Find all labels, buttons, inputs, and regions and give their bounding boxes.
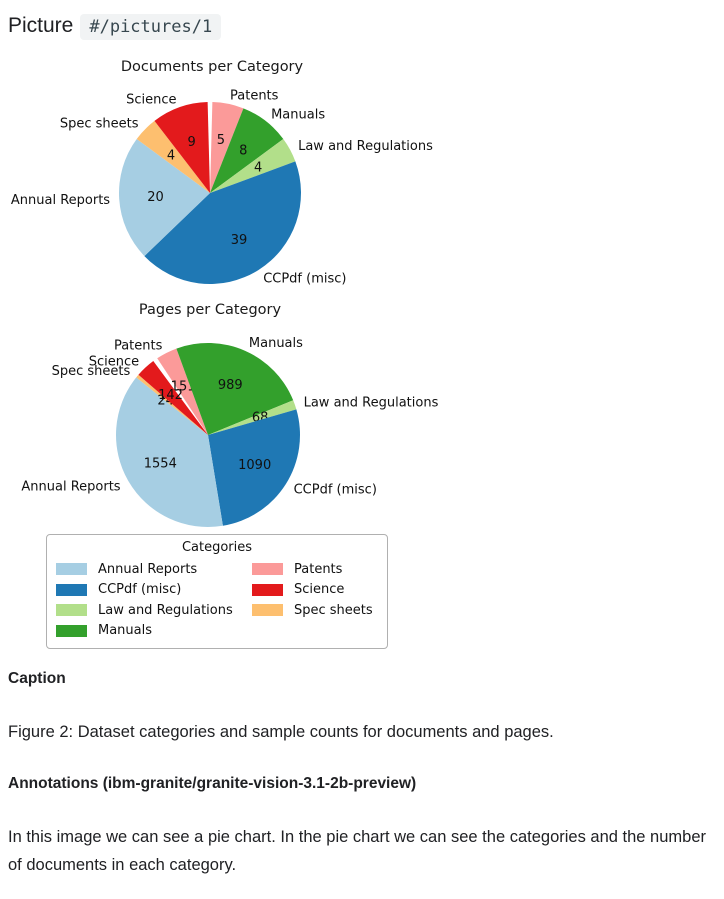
pages-per-category-pie-chart: Pages per Category 151Patents989Manuals6… xyxy=(21,302,439,527)
pie-slice-ccpdf-misc xyxy=(144,161,301,284)
pie-slice-spec-sheets xyxy=(136,120,210,193)
pie-value-annual-reports: 1554 xyxy=(144,456,177,471)
legend-swatch-spec-sheets xyxy=(252,604,283,617)
pie-slice-manuals xyxy=(210,108,284,193)
documents-per-category-pie-chart: Documents per Category 5 Patents 8 Manuals 4… xyxy=(11,59,433,286)
pie-value-manuals: 989 xyxy=(218,378,243,393)
pie-label-ccpdf-misc: CCPdf (misc) xyxy=(294,483,377,498)
pie-value-law-and-regulations: 4 xyxy=(254,161,262,176)
pie-slice-ccpdf-misc xyxy=(208,409,300,526)
pie-slice-science xyxy=(138,361,208,435)
pie-value-science: 9 xyxy=(188,135,196,150)
pie-label-law-and-regulations: Law and Regulations xyxy=(304,395,439,410)
legend-label: Spec sheets xyxy=(294,602,373,618)
pie-value-science: 142 xyxy=(158,388,183,403)
caption-text: Figure 2: Dataset categories and sample … xyxy=(8,723,554,741)
picture-path-chip: #/pictures/1 xyxy=(80,14,222,40)
pie-slice-annual-reports xyxy=(118,139,210,257)
caption-heading: Caption xyxy=(8,670,66,687)
legend-swatch-manuals xyxy=(56,624,87,637)
legend-item-law-and-regulations: Law and Regulations xyxy=(56,600,252,621)
legend-item-spec-sheets: Spec sheets xyxy=(252,600,378,621)
pie-label-spec-sheets: Spec sheets xyxy=(60,117,139,132)
legend-label: Annual Reports xyxy=(98,561,198,577)
pie-value-ccpdf-misc: 1090 xyxy=(238,458,271,473)
legend-item-annual-reports: Annual Reports xyxy=(56,559,252,580)
annotations-text: In this image we can see a pie chart. In… xyxy=(8,828,706,874)
legend-items: Annual Reports CCPdf (misc) Law and Regula… xyxy=(56,559,378,641)
pie-slice-law-and-regulations xyxy=(210,139,296,193)
pie-value-ccpdf-misc: 39 xyxy=(231,233,248,248)
pie-label-science: Science xyxy=(89,354,139,369)
pie-slice-patents xyxy=(157,348,208,435)
pie-label-annual-reports: Annual Reports xyxy=(11,193,110,208)
annotations-heading: Annotations (ibm-granite/granite-vision-… xyxy=(8,775,417,792)
pie-label-ccpdf-misc: CCPdf (misc) xyxy=(263,271,346,286)
legend-swatch-patents xyxy=(252,563,283,576)
pie-label-law-and-regulations: Law and Regulations xyxy=(298,139,433,154)
legend-item-ccpdf-misc: CCPdf (misc) xyxy=(56,580,252,601)
legend-item-manuals: Manuals xyxy=(56,621,252,642)
legend-label: Manuals xyxy=(98,623,153,639)
pie-slice-spec-sheets xyxy=(136,374,208,435)
pie-label-patents: Patents xyxy=(230,88,279,103)
chart-legend: Categories Annual Reports CCPdf (misc) Law… xyxy=(46,534,388,649)
legend-label: CCPdf (misc) xyxy=(98,582,182,598)
pie-label-annual-reports: Annual Reports xyxy=(21,480,120,495)
legend-item-science: Science xyxy=(252,580,378,601)
pie-slice-manuals xyxy=(176,342,294,435)
pie-label-manuals: Manuals xyxy=(249,336,303,351)
pie-label-spec-sheets: Spec sheets xyxy=(52,364,131,379)
pie-value-spec-sheets: 4 xyxy=(167,148,175,163)
pie-slice-patents xyxy=(210,102,244,193)
legend-swatch-ccpdf-misc xyxy=(56,583,87,596)
pie-slice-science xyxy=(154,102,210,193)
chart-title-documents: Documents per Category xyxy=(121,59,304,75)
pie-slice-annual-reports xyxy=(115,377,223,527)
legend-title: Categories xyxy=(181,540,253,555)
legend-label: Science xyxy=(294,582,345,598)
pie-slice-law-and-regulations xyxy=(208,400,297,435)
picture-label: Picture xyxy=(8,14,74,37)
pie-value-manuals: 8 xyxy=(239,143,247,158)
pie-label-manuals: Manuals xyxy=(271,107,325,122)
legend-swatch-law-and-regulations xyxy=(56,604,87,617)
legend-swatch-science xyxy=(252,583,283,596)
chart-title-pages: Pages per Category xyxy=(139,302,282,318)
pie-label-science: Science xyxy=(126,92,176,107)
figure-pie-charts: Documents per Category 5 Patents 8 Manuals 4… xyxy=(8,49,464,649)
page-title: Picture #/pictures/1 xyxy=(8,10,716,43)
pie-value-annual-reports: 20 xyxy=(147,190,164,205)
legend-label: Law and Regulations xyxy=(98,602,233,618)
legend-item-patents: Patents xyxy=(252,559,378,580)
legend-label: Patents xyxy=(294,561,343,577)
legend-swatch-annual-reports xyxy=(56,563,87,576)
pie-label-patents: Patents xyxy=(114,338,163,353)
pie-value-patents: 5 xyxy=(217,133,225,148)
